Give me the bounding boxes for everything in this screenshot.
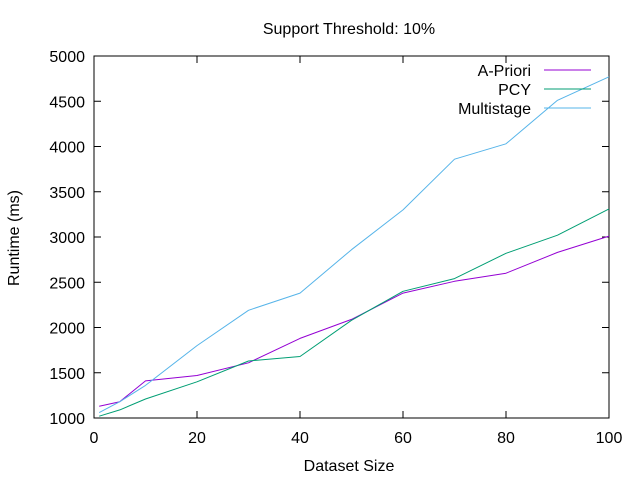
plot-frame xyxy=(93,55,610,419)
y-tick-label: 2500 xyxy=(49,275,85,292)
chart-title: Support Threshold: 10% xyxy=(263,21,435,38)
x-tick-label: 20 xyxy=(188,430,206,447)
y-tick-label: 4000 xyxy=(49,140,85,157)
y-tick-label: 2000 xyxy=(49,321,85,338)
series-line-multistage xyxy=(98,76,610,414)
y-axis-label: Runtime (ms) xyxy=(6,190,23,286)
y-tick-label: 1500 xyxy=(49,366,85,383)
y-tick-label: 1000 xyxy=(49,411,85,428)
y-tick-label: 5000 xyxy=(49,49,85,66)
x-tick-label: 100 xyxy=(596,430,623,447)
x-tick-label: 60 xyxy=(394,430,412,447)
legend-label: Multistage xyxy=(458,101,531,118)
x-axis: 0 20 40 60 80 100 xyxy=(90,56,623,447)
legend-label: A-Priori xyxy=(478,63,531,80)
series-layer xyxy=(98,76,610,417)
series-line-pcy xyxy=(99,208,610,417)
x-axis-label: Dataset Size xyxy=(304,458,395,475)
series-line-a-priori xyxy=(99,235,610,407)
y-axis: 1000 1500 2000 2500 3000 3500 4000 4500 5000 xyxy=(49,49,609,428)
y-tick-label: 3500 xyxy=(49,185,85,202)
x-tick-label: 40 xyxy=(291,430,309,447)
y-tick-label: 3000 xyxy=(49,230,85,247)
legend-label: PCY xyxy=(498,82,531,99)
x-tick-label: 80 xyxy=(497,430,515,447)
x-tick-label: 0 xyxy=(90,430,99,447)
y-tick-label: 4500 xyxy=(49,94,85,111)
legend: A-Priori PCY Multistage xyxy=(458,63,591,118)
